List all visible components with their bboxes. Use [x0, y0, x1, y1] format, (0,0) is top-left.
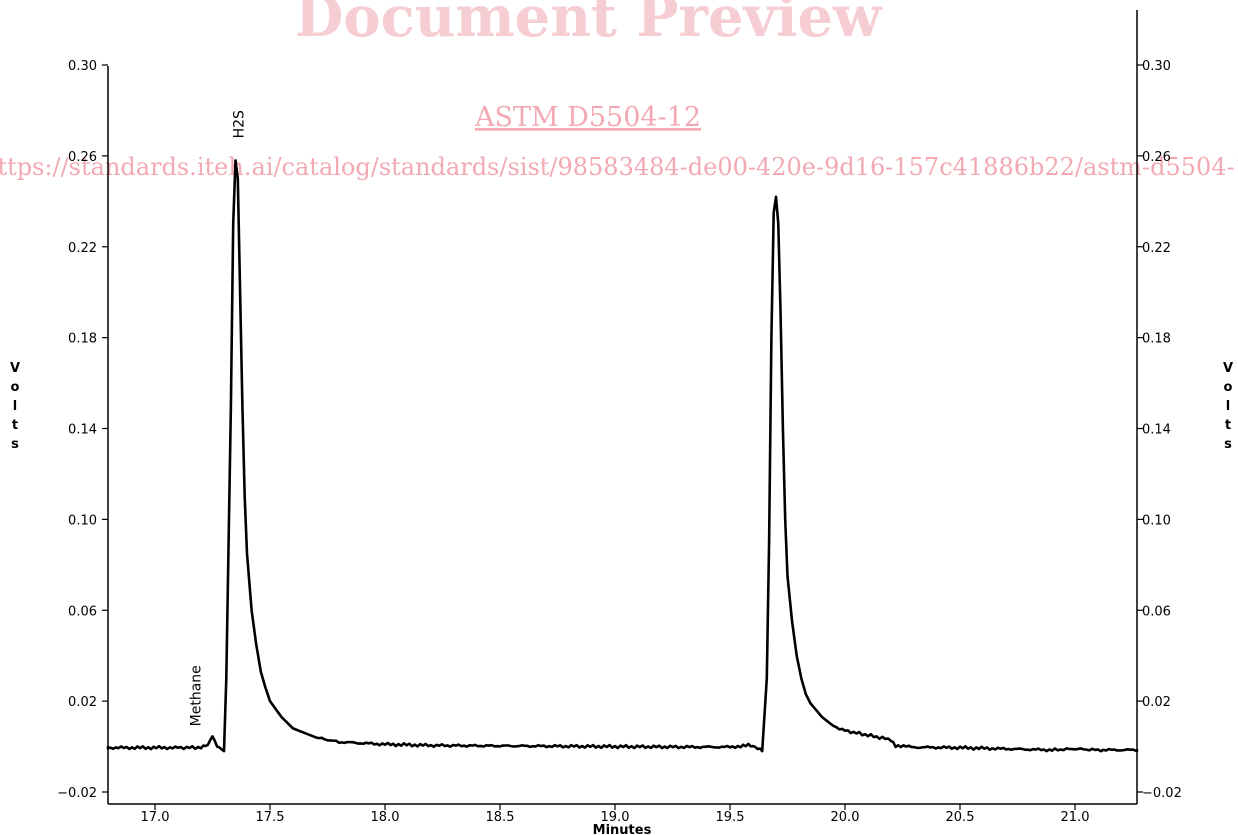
x-tick-label: 17.0 — [141, 810, 170, 825]
y-axis-left-ticks: −0.02 0.02 0.06 0.10 0.14 0.18 0.22 0.26 0.30 — [57, 59, 108, 801]
y-left-tick-label: −0.02 — [57, 786, 97, 801]
y-axis-title-letter: l — [13, 399, 17, 414]
y-axis-title-letter: o — [1224, 380, 1233, 395]
y-right-tick-label: 0.22 — [1142, 241, 1171, 256]
x-tick-label: 20.0 — [831, 810, 860, 825]
x-tick-label: 19.0 — [601, 810, 630, 825]
y-axis-title-letter: s — [11, 437, 19, 452]
x-tick-label: 17.5 — [256, 810, 285, 825]
y-axis-title-letter: o — [11, 380, 20, 395]
peak-annotations: Methane H2S — [189, 110, 248, 726]
y-right-tick-label: 0.30 — [1142, 59, 1171, 74]
y-axis-title-letter: t — [12, 418, 18, 433]
y-right-tick-label: 0.02 — [1142, 695, 1171, 710]
y-left-tick-label: 0.18 — [68, 332, 97, 347]
y-axis-title-letter: V — [10, 361, 20, 376]
x-tick-label: 20.5 — [946, 810, 975, 825]
y-left-tick-label: 0.02 — [68, 695, 97, 710]
y-left-tick-label: 0.14 — [68, 423, 97, 438]
y-right-tick-label: 0.26 — [1142, 150, 1171, 165]
y-right-tick-label: 0.10 — [1142, 513, 1171, 528]
y-right-tick-label: 0.06 — [1142, 604, 1171, 619]
y-left-tick-label: 0.06 — [68, 604, 97, 619]
y-left-tick-label: 0.22 — [68, 241, 97, 256]
y-left-tick-label: 0.10 — [68, 513, 97, 528]
peak-label: Methane — [189, 665, 205, 726]
x-axis-title: Minutes — [593, 823, 652, 835]
y-axis-title-letter: V — [1223, 361, 1233, 376]
x-tick-label: 18.5 — [486, 810, 515, 825]
watermark-title: Document Preview — [295, 0, 883, 50]
y-right-tick-label: −0.02 — [1142, 786, 1182, 801]
y-left-tick-label: 0.26 — [68, 150, 97, 165]
y-axis-title-letter: t — [1225, 418, 1231, 433]
y-left-tick-label: 0.30 — [68, 59, 97, 74]
y-right-tick-label: 0.14 — [1142, 423, 1171, 438]
y-axis-title-letter: l — [1226, 399, 1230, 414]
peak-label: H2S — [232, 110, 248, 138]
x-tick-label: 19.5 — [716, 810, 745, 825]
y-axis-title-letter: s — [1224, 437, 1232, 452]
x-axis-ticks: 17.0 17.5 18.0 18.5 19.0 19.5 20.0 20.5 21.0 — [141, 804, 1090, 825]
x-tick-label: 18.0 — [371, 810, 400, 825]
x-tick-label: 21.0 — [1061, 810, 1090, 825]
watermark-url: https://standards.iteh.ai/catalog/standa… — [0, 153, 1238, 181]
y-right-tick-label: 0.18 — [1142, 332, 1171, 347]
y-axis-right-ticks: −0.02 0.02 0.06 0.10 0.14 0.18 0.22 0.26 0.30 — [1137, 59, 1182, 801]
series-line — [106, 159, 1139, 753]
watermark-standard: ASTM D5504-12 — [474, 102, 701, 133]
